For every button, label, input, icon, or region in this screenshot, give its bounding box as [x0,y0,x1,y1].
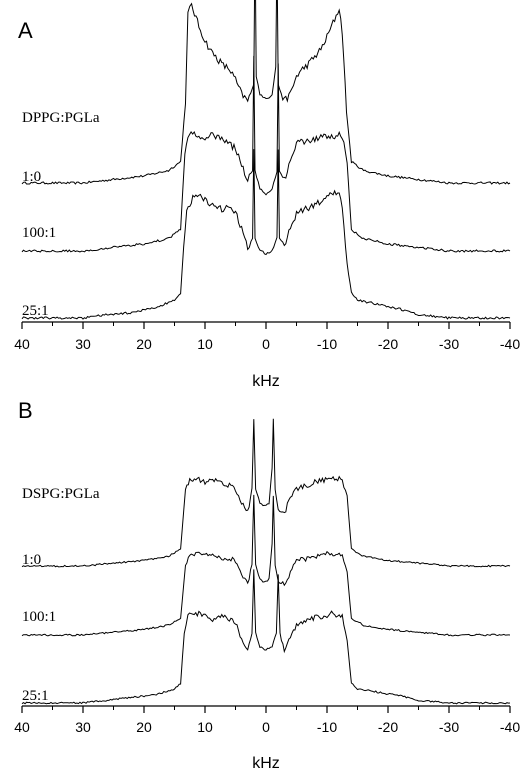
x-tick-label: 20 [136,719,152,735]
panel-a-header-label: DPPG:PGLa [22,110,100,126]
x-tick-label: 0 [262,719,270,735]
panel-label-b: B [18,398,33,423]
x-tick-label: -20 [378,719,398,735]
spectrum-trace-1-0 [21,0,511,185]
x-tick-label: 40 [14,719,30,735]
series-label-1-0: 1:0 [22,169,41,185]
series-label-25-1: 25:1 [22,688,49,704]
x-tick-label: -10 [317,719,337,735]
series-label-100-1: 100:1 [22,609,56,625]
spectrum-trace-25-1 [21,149,511,320]
panel-label-a: A [18,18,33,43]
x-tick-label: 40 [14,336,30,352]
series-label-100-1: 100:1 [22,225,56,241]
x-tick-label: 10 [197,719,213,735]
panel-b-x-ticks: 40 30 20 10 0 -10 -20 -30 -40 [14,706,520,735]
series-label-25-1: 25:1 [22,303,49,319]
panel-a-series-names: 1:0 100:1 25:1 [22,169,56,319]
x-tick-label: -10 [317,336,337,352]
x-tick-label: 0 [262,336,270,352]
x-tick-label: 20 [136,336,152,352]
series-label-1-0: 1:0 [22,552,41,568]
spectrum-trace-100-1 [21,55,511,253]
x-tick-label: -30 [439,719,459,735]
panel-a-x-axis-title: kHz [252,373,280,390]
spectrum-trace-25-1 [21,569,511,705]
spectrum-trace-1-0 [21,418,511,568]
panel-b-header-label: DSPG:PGLa [22,486,100,502]
panel-a-x-ticks: 40 30 20 10 0 -10 -20 -30 -40 [14,322,520,352]
x-tick-label: -40 [500,336,520,352]
x-tick-label: -40 [500,719,520,735]
x-tick-label: -20 [378,336,398,352]
panel-b-series-layer [21,418,511,705]
spectrum-trace-100-1 [21,494,511,637]
panel-b: B DSPG:PGLa 1:0 100:1 25:1 40 30 20 10 0 -10 -20… [14,398,520,771]
panel-b-series-names: 1:0 100:1 25:1 [22,552,56,704]
panel-b-x-axis-title: kHz [252,755,280,771]
x-tick-label: 30 [75,719,91,735]
panel-a: A DPPG:PGLa 1:0 100:1 25:1 40 30 20 10 0 -10 -20… [14,0,520,390]
panel-a-series-layer [21,0,511,320]
x-tick-label: -30 [439,336,459,352]
x-tick-label: 30 [75,336,91,352]
x-tick-label: 10 [197,336,213,352]
